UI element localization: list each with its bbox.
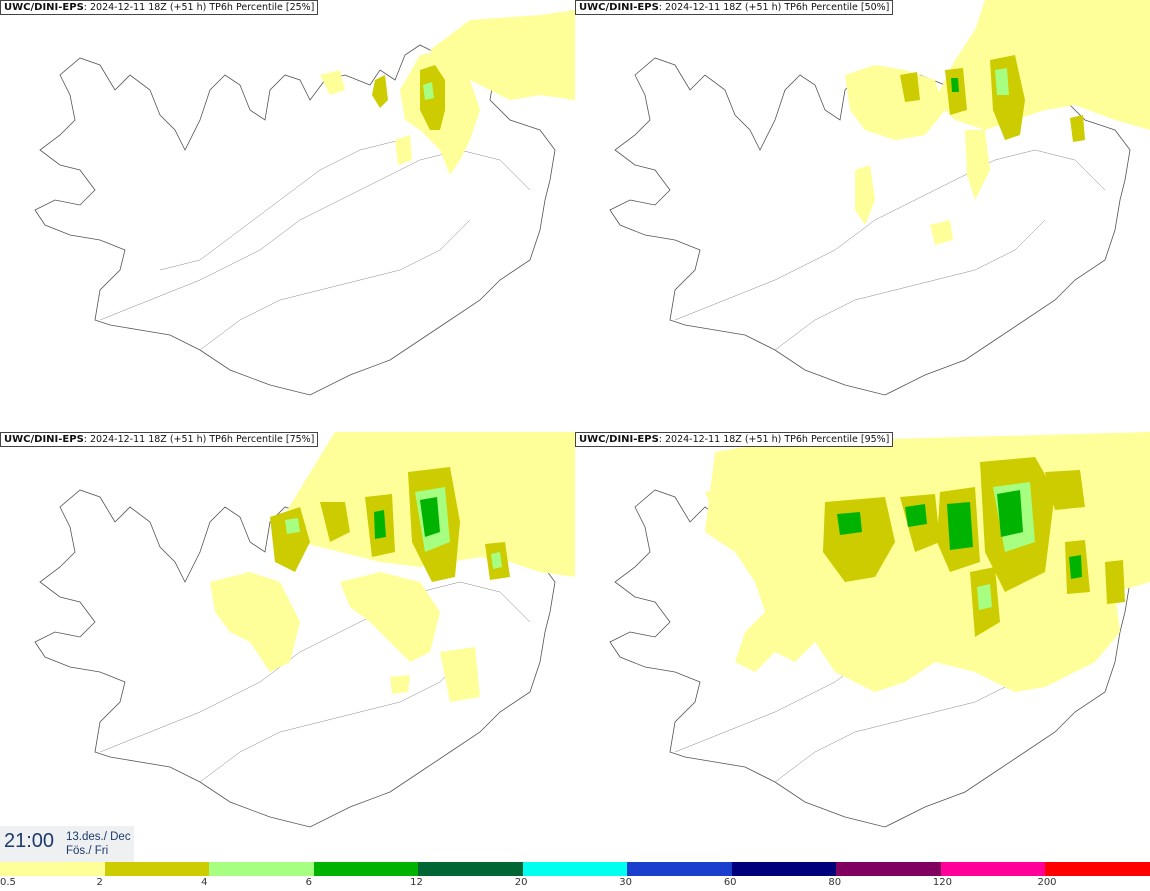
scale-tick-label: 6 — [305, 877, 312, 888]
panel-title: UWC/DINI-EPS: 2024-12-11 18Z (+51 h) TP6… — [575, 432, 894, 447]
model-name: UWC/DINI-EPS — [4, 2, 84, 13]
precip-map — [34, 432, 575, 828]
scale-swatch — [0, 862, 105, 876]
scale-swatch — [209, 862, 314, 876]
date-line-1: 13.des./ Dec — [66, 831, 131, 843]
run-info: : 2024-12-11 18Z (+51 h) TP6h Percentile… — [83, 434, 315, 445]
scale-swatch — [313, 862, 419, 876]
valid-date: 13.des./ Dec Fös./ Fri — [66, 830, 131, 858]
scale-tick-label: 4 — [201, 877, 208, 888]
scale-tick-label: 12 — [410, 877, 423, 888]
run-info: : 2024-12-11 18Z (+51 h) TP6h Percentile… — [658, 434, 890, 445]
scale-tick-label: 60 — [723, 877, 737, 888]
model-name: UWC/DINI-EPS — [579, 2, 659, 13]
scale-swatch — [731, 862, 837, 876]
model-name: UWC/DINI-EPS — [579, 434, 659, 445]
scale-tick-label: 20 — [514, 877, 528, 888]
valid-time: 21:00 — [4, 830, 55, 852]
scale-tick-label: 2 — [96, 877, 103, 888]
scale-tick-label: 0.5 — [0, 877, 16, 888]
map-panel-p95: UWC/DINI-EPS: 2024-12-11 18Z (+51 h) TP6… — [575, 432, 1150, 862]
date-line-2: Fös./ Fri — [66, 845, 109, 857]
map-panel-p50: UWC/DINI-EPS: 2024-12-11 18Z (+51 h) TP6… — [575, 0, 1150, 430]
scale-tick-label: 200 — [1037, 877, 1057, 888]
scale-swatch — [1045, 862, 1150, 876]
model-name: UWC/DINI-EPS — [4, 434, 84, 445]
panel-title: UWC/DINI-EPS: 2024-12-11 18Z (+51 h) TP6… — [0, 432, 319, 447]
scale-swatch — [104, 862, 210, 876]
scale-tick-label: 30 — [619, 877, 632, 888]
precip-map — [34, 10, 575, 396]
precip-map — [609, 432, 1150, 828]
scale-swatch — [836, 862, 941, 876]
map-panel-p75: UWC/DINI-EPS: 2024-12-11 18Z (+51 h) TP6… — [0, 432, 575, 862]
run-info: : 2024-12-11 18Z (+51 h) TP6h Percentile… — [83, 2, 315, 13]
scale-tick-label: 120 — [932, 877, 952, 888]
valid-time-box: 21:00 13.des./ Dec Fös./ Fri — [0, 826, 134, 862]
map-panel-p25: UWC/DINI-EPS: 2024-12-11 18Z (+51 h) TP6… — [0, 0, 575, 430]
color-scale — [0, 862, 1150, 876]
run-info: : 2024-12-11 18Z (+51 h) TP6h Percentile… — [658, 2, 890, 13]
scale-swatch — [418, 862, 523, 876]
scale-swatch — [627, 862, 732, 876]
scale-tick-label: 80 — [828, 877, 842, 888]
scale-labels: 0.5 2 4 6 12 20 30 60 80 120 200 — [0, 877, 1150, 891]
panel-title: UWC/DINI-EPS: 2024-12-11 18Z (+51 h) TP6… — [0, 0, 319, 15]
panel-title: UWC/DINI-EPS: 2024-12-11 18Z (+51 h) TP6… — [575, 0, 894, 15]
scale-swatch — [522, 862, 628, 876]
scale-swatch — [940, 862, 1046, 876]
precip-map — [609, 0, 1150, 396]
